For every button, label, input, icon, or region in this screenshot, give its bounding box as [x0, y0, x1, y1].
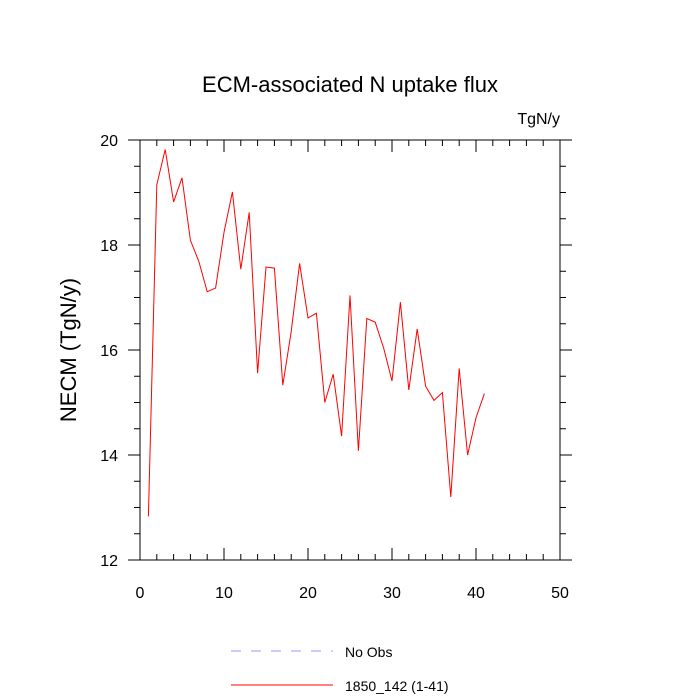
legend-label: No Obs: [345, 644, 392, 660]
plot-frame: [139, 139, 561, 561]
x-tick-label: 10: [215, 585, 233, 602]
y-tick-label: 12: [100, 553, 118, 570]
x-tick-label: 50: [551, 585, 569, 602]
series-line: [147, 149, 485, 517]
y-tick-label: 18: [100, 238, 118, 255]
y-tick-label: 14: [100, 448, 118, 465]
legend-label: 1850_142 (1-41): [345, 678, 449, 694]
y-tick-label: 16: [100, 343, 118, 360]
y-axis-label: NECM (TgN/y): [56, 278, 81, 422]
axis-ticks: [128, 139, 572, 561]
units-label: TgN/y: [517, 111, 560, 128]
series-group: [147, 149, 485, 517]
axis-tick-labels: 0 10 20 30 40 50 12 14 16 18 20: [100, 133, 569, 602]
x-tick-label: 20: [299, 585, 317, 602]
y-tick-label: 20: [100, 133, 118, 150]
chart-title: ECM-associated N uptake flux: [202, 72, 498, 97]
x-tick-label: 40: [467, 585, 485, 602]
x-tick-label: 0: [136, 585, 145, 602]
legend: No Obs 1850_142 (1-41): [231, 644, 449, 694]
x-tick-label: 30: [383, 585, 401, 602]
